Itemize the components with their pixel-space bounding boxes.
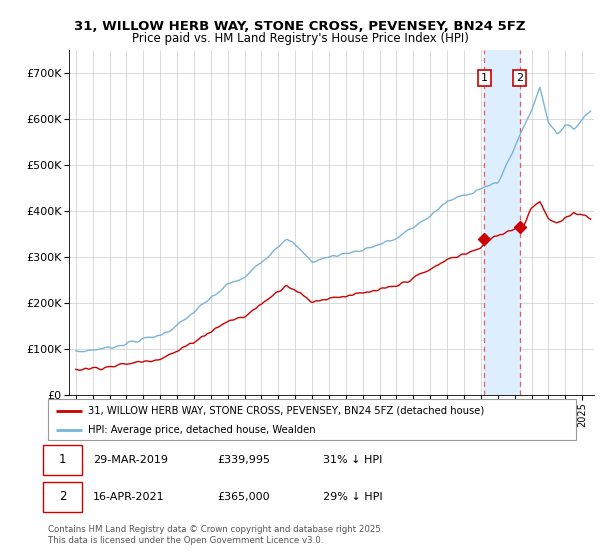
Bar (484, 50, 520, 395)
Text: 1: 1 (59, 453, 66, 466)
Text: 16-APR-2021: 16-APR-2021 (93, 492, 164, 502)
Text: HPI: Average price, detached house, Wealden: HPI: Average price, detached house, Weal… (88, 424, 315, 435)
Text: 2: 2 (516, 73, 523, 83)
Text: Price paid vs. HM Land Registry's House Price Index (HPI): Price paid vs. HM Land Registry's House … (131, 32, 469, 45)
Text: 29% ↓ HPI: 29% ↓ HPI (323, 492, 382, 502)
Text: £339,995: £339,995 (217, 455, 270, 465)
FancyBboxPatch shape (48, 399, 576, 440)
Text: Contains HM Land Registry data © Crown copyright and database right 2025.
This d: Contains HM Land Registry data © Crown c… (48, 525, 383, 545)
Text: 29-MAR-2019: 29-MAR-2019 (93, 455, 168, 465)
Text: 31, WILLOW HERB WAY, STONE CROSS, PEVENSEY, BN24 5FZ (detached house): 31, WILLOW HERB WAY, STONE CROSS, PEVENS… (88, 405, 484, 416)
FancyBboxPatch shape (43, 482, 82, 512)
Text: 31, WILLOW HERB WAY, STONE CROSS, PEVENSEY, BN24 5FZ: 31, WILLOW HERB WAY, STONE CROSS, PEVENS… (74, 20, 526, 32)
Text: 2: 2 (59, 491, 66, 503)
FancyBboxPatch shape (43, 445, 82, 475)
Text: £365,000: £365,000 (217, 492, 269, 502)
Text: 1: 1 (481, 73, 488, 83)
Text: 31% ↓ HPI: 31% ↓ HPI (323, 455, 382, 465)
